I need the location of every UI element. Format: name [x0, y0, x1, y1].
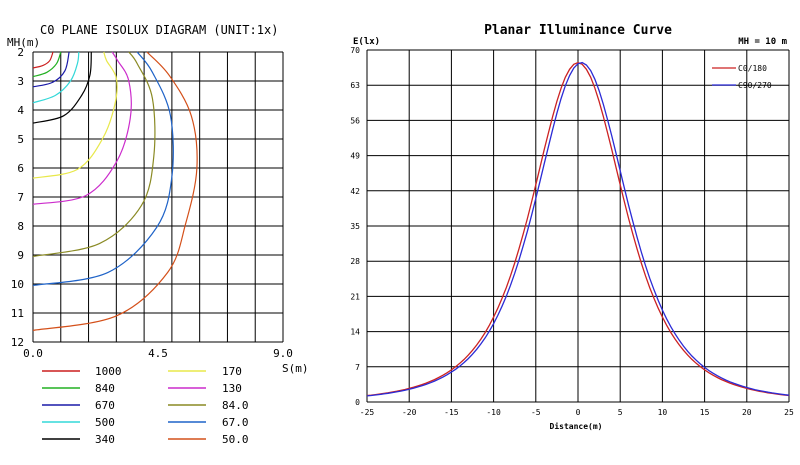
illuminance-x-ticks: -25 -20 -15 -10 -5 0 5 10 15 20 25: [360, 408, 794, 417]
isolux-curve-840: [32, 51, 62, 78]
illuminance-legend: C0/180 C90/270: [712, 64, 772, 90]
illuminance-y-tick-label: 49: [350, 152, 360, 161]
illuminance-legend-label: C0/180: [738, 64, 767, 73]
isolux-title: C0 PLANE ISOLUX DIAGRAM (UNIT:1x): [40, 23, 278, 37]
isolux-x-tick-label: 0.0: [23, 347, 43, 360]
isolux-panel: C0 PLANE ISOLUX DIAGRAM (UNIT:1x) MH(m) …: [7, 23, 309, 446]
isolux-y-tick-label: 11: [11, 307, 24, 320]
illuminance-y-tick-label: 21: [350, 292, 360, 301]
isolux-x-ticks: 0.0 4.5 9.0: [23, 347, 293, 360]
legend-label-500: 500: [95, 416, 115, 429]
illuminance-x-tick-label: -10: [486, 408, 501, 417]
illuminance-y-tick-label: 35: [350, 222, 360, 231]
illuminance-x-tick-label: 10: [658, 408, 668, 417]
legend-label-50-0: 50.0: [222, 433, 249, 446]
legend-label-84-0: 84.0: [222, 399, 249, 412]
isolux-y-tick-label: 10: [11, 278, 24, 291]
illuminance-subtitle: MH = 10 m: [738, 37, 787, 47]
isolux-curve-67-0: [32, 51, 174, 287]
illuminance-y-tick-label: 63: [350, 81, 360, 90]
illuminance-x-tick-label: -5: [531, 408, 541, 417]
illuminance-legend-label: C90/270: [738, 81, 772, 90]
legend-label-1000: 1000: [95, 365, 122, 378]
illuminance-panel: Planar Illuminance Curve MH = 10 m E(lx)…: [350, 23, 794, 431]
illuminance-y-tick-label: 0: [355, 398, 360, 407]
illuminance-y-tick-label: 56: [350, 116, 360, 125]
isolux-y-tick-label: 9: [17, 249, 24, 262]
illuminance-title: Planar Illuminance Curve: [484, 23, 672, 38]
isolux-curve-50-0: [32, 51, 198, 331]
isolux-xlabel: S(m): [282, 362, 309, 375]
illuminance-y-tick-label: 42: [350, 187, 360, 196]
illuminance-x-tick-label: 5: [618, 408, 623, 417]
legend-label-340: 340: [95, 433, 115, 446]
isolux-curve-84-0: [32, 51, 156, 258]
illuminance-curves: [366, 61, 790, 397]
illuminance-y-tick-label: 70: [350, 46, 360, 55]
isolux-y-tick-label: 3: [17, 75, 24, 88]
legend-label-170: 170: [222, 365, 242, 378]
isolux-y-tick-label: 12: [11, 336, 24, 349]
isolux-y-tick-label: 6: [17, 162, 24, 175]
illuminance-y-tick-label: 28: [350, 257, 360, 266]
isolux-curve-1000: [32, 51, 54, 69]
isolux-legend: 1000 840 670 500 340 170 130 84.0 67.0 50.0: [42, 365, 249, 446]
isolux-curve-500: [32, 51, 80, 104]
legend-label-670: 670: [95, 399, 115, 412]
illuminance-ylabel: E(lx): [353, 37, 380, 47]
isolux-x-tick-label: 4.5: [148, 347, 168, 360]
illuminance-x-tick-label: -25: [360, 408, 375, 417]
illuminance-grid: [366, 49, 790, 403]
isolux-y-ticks: 2 3 4 5 6 7 8 9 10 11 12: [11, 46, 25, 349]
isolux-curve-340: [32, 51, 92, 124]
isolux-y-tick-label: 2: [17, 46, 24, 59]
legend-label-67-0: 67.0: [222, 416, 249, 429]
illuminance-x-tick-label: 20: [742, 408, 752, 417]
illuminance-series-c90-270: [366, 61, 790, 397]
illuminance-x-tick-label: -15: [444, 408, 459, 417]
isolux-ylabel: MH(m): [7, 36, 40, 49]
isolux-x-tick-label: 9.0: [273, 347, 293, 360]
illuminance-x-tick-label: 15: [700, 408, 710, 417]
isolux-y-tick-label: 4: [17, 104, 24, 117]
illuminance-x-tick-label: 25: [784, 408, 794, 417]
isolux-grid: [32, 51, 284, 343]
legend-label-130: 130: [222, 382, 242, 395]
legend-label-840: 840: [95, 382, 115, 395]
illuminance-x-tick-label: -20: [402, 408, 417, 417]
illuminance-x-tick-label: 0: [576, 408, 581, 417]
isolux-y-tick-label: 8: [17, 220, 24, 233]
illuminance-series-c0-180: [366, 61, 790, 397]
illuminance-y-tick-label: 7: [355, 363, 360, 372]
illuminance-y-tick-label: 14: [350, 328, 360, 337]
illuminance-y-ticks: 0 7 14 21 28 35 42 49 56 63 70: [350, 46, 360, 407]
isolux-y-tick-label: 7: [17, 191, 24, 204]
isolux-curve-670: [32, 51, 70, 88]
isolux-curve-130: [32, 51, 132, 205]
isolux-y-tick-label: 5: [17, 133, 24, 146]
isolux-curves: [32, 51, 198, 331]
isolux-curve-170: [32, 51, 118, 179]
illuminance-xlabel: Distance(m): [550, 421, 603, 431]
